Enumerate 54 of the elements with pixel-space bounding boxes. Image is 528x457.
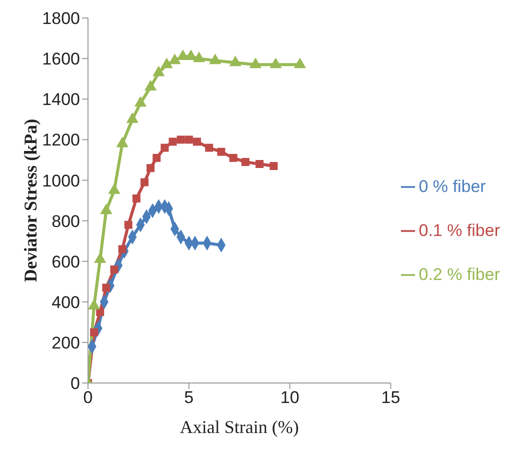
point bbox=[168, 138, 177, 146]
y-tick-label: 200 bbox=[52, 333, 80, 352]
x-tick-label: 15 bbox=[381, 388, 400, 408]
point bbox=[126, 112, 138, 123]
x-axis-title: Axial Strain (%) bbox=[180, 417, 299, 437]
point bbox=[270, 58, 282, 68]
x-tick-label: 0 bbox=[83, 388, 93, 408]
point bbox=[96, 308, 104, 316]
point bbox=[146, 164, 155, 172]
point bbox=[294, 58, 306, 68]
point bbox=[140, 178, 149, 186]
point bbox=[209, 54, 222, 64]
y-tick-label: 1600 bbox=[42, 50, 80, 69]
point bbox=[192, 52, 206, 62]
point bbox=[176, 136, 185, 144]
point bbox=[168, 54, 181, 64]
point bbox=[116, 136, 128, 148]
legend-label: 0.2 % fiber bbox=[418, 264, 500, 284]
y-tick-label: 1200 bbox=[42, 130, 80, 150]
point bbox=[118, 245, 126, 254]
point bbox=[249, 58, 262, 68]
point bbox=[152, 154, 161, 162]
point bbox=[229, 56, 242, 66]
legend-label: 0 % fiber bbox=[418, 176, 486, 196]
x-tick-label: 10 bbox=[280, 388, 300, 408]
y-tick-label: 1000 bbox=[42, 171, 80, 190]
point bbox=[132, 194, 140, 202]
point bbox=[124, 220, 132, 229]
point bbox=[110, 265, 118, 274]
legend-label: 0.1 % fiber bbox=[418, 220, 500, 240]
point bbox=[160, 58, 173, 68]
point bbox=[144, 80, 157, 90]
point bbox=[256, 160, 264, 168]
point bbox=[108, 183, 120, 194]
point bbox=[102, 284, 110, 292]
y-axis-title: Deviator Stress (kPa) bbox=[20, 118, 40, 282]
y-tick-label: 800 bbox=[52, 212, 80, 231]
point bbox=[134, 96, 147, 107]
y-tick-label: 1800 bbox=[42, 9, 80, 28]
point bbox=[100, 204, 112, 214]
point bbox=[184, 136, 193, 144]
y-tick-label: 1400 bbox=[42, 90, 80, 110]
point bbox=[270, 162, 278, 170]
y-tick-label: 400 bbox=[52, 292, 80, 312]
point bbox=[205, 144, 214, 152]
point bbox=[160, 144, 169, 152]
point bbox=[229, 154, 238, 162]
y-tick-label: 600 bbox=[52, 252, 80, 272]
point bbox=[192, 138, 201, 146]
y-tick-label: 0 bbox=[70, 374, 80, 394]
point bbox=[241, 158, 250, 166]
x-tick-label: 5 bbox=[184, 388, 194, 408]
point bbox=[152, 66, 165, 76]
point bbox=[217, 148, 226, 156]
